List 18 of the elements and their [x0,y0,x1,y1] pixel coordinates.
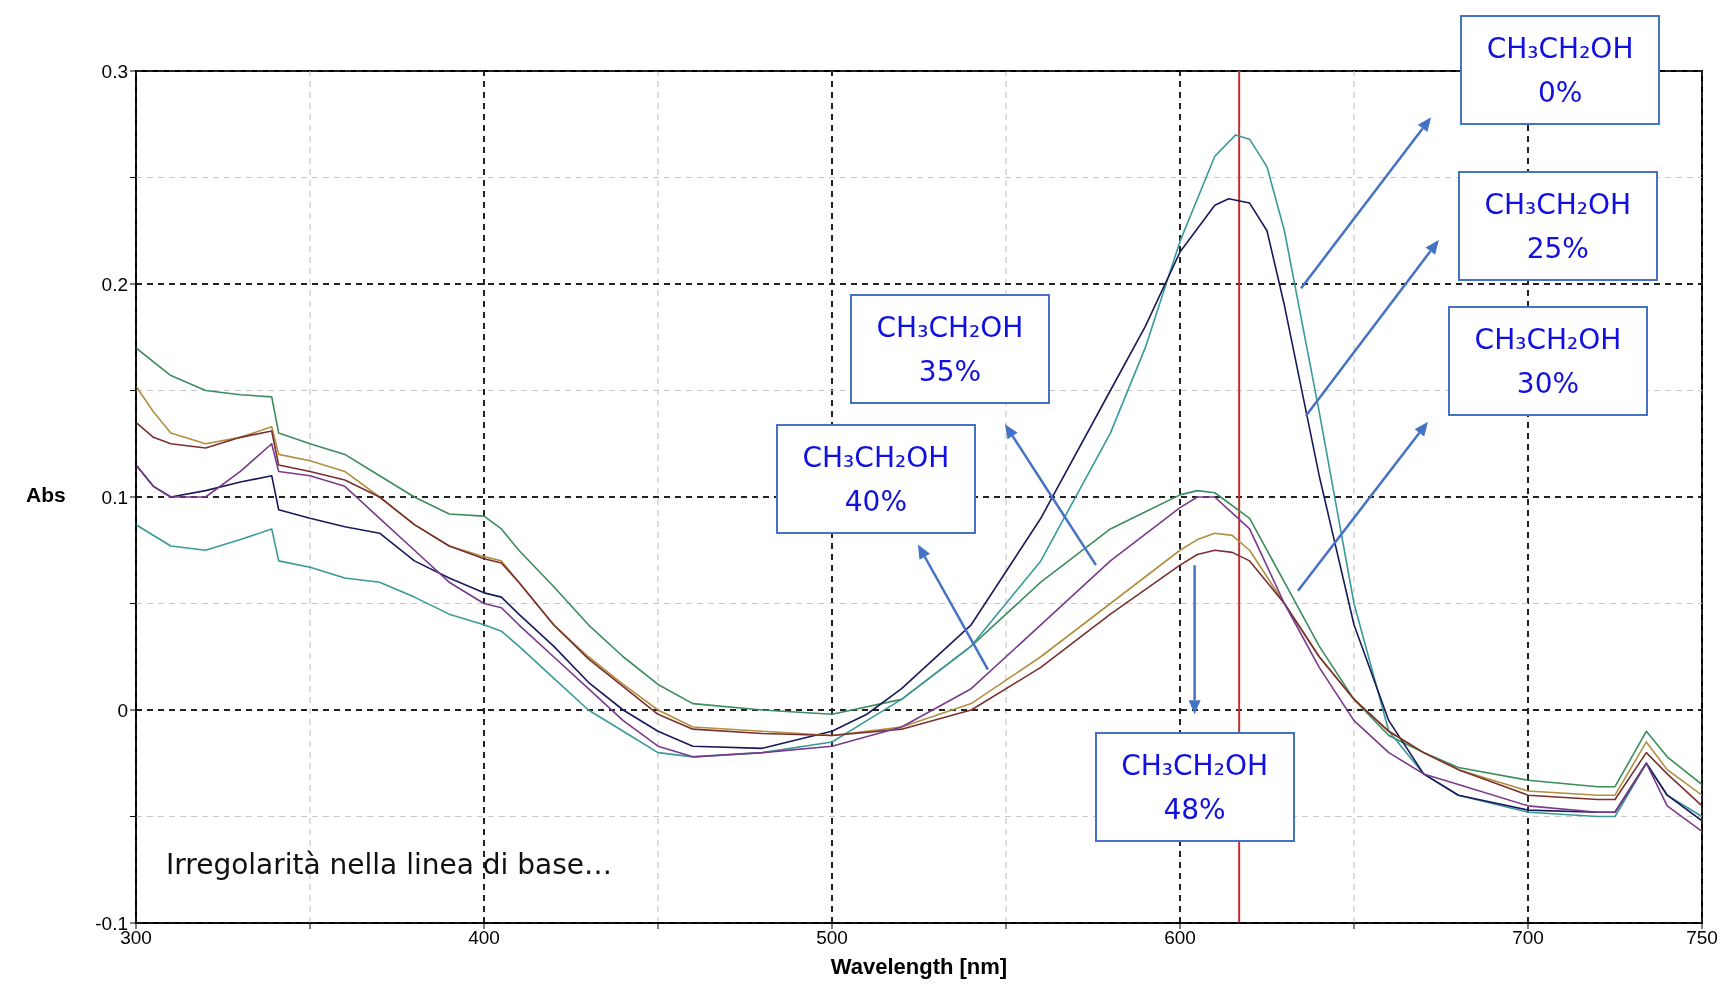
text-box: CH₃CH₂OH 25% [1457,171,1658,282]
x-tick-label: 400 [468,927,500,949]
x-tick-label: 600 [1164,927,1196,949]
y-tick-label: 0.1 [101,486,128,508]
x-tick-label: 700 [1512,927,1544,949]
text-box: CH₃CH₂OH 40% [775,423,976,534]
y-tick-label: 0 [117,699,128,721]
annotation: Irregolarità nella linea di base… [166,848,612,881]
x-tick-label: 750 [1686,927,1718,949]
text-box: CH₃CH₂OH 30% [1447,305,1648,416]
x-axis-title: Wavelength [nm] [829,954,1009,980]
text-box: CH₃CH₂OH 48% [1094,732,1295,843]
y-tick-label: 0.3 [101,60,128,82]
text-box: CH₃CH₂OH 0% [1460,15,1661,126]
y-tick-label: 0.2 [101,273,128,295]
text-box: CH₃CH₂OH 35% [849,294,1050,405]
y-axis-title: Abs [26,483,66,507]
x-tick-label: 500 [816,927,848,949]
